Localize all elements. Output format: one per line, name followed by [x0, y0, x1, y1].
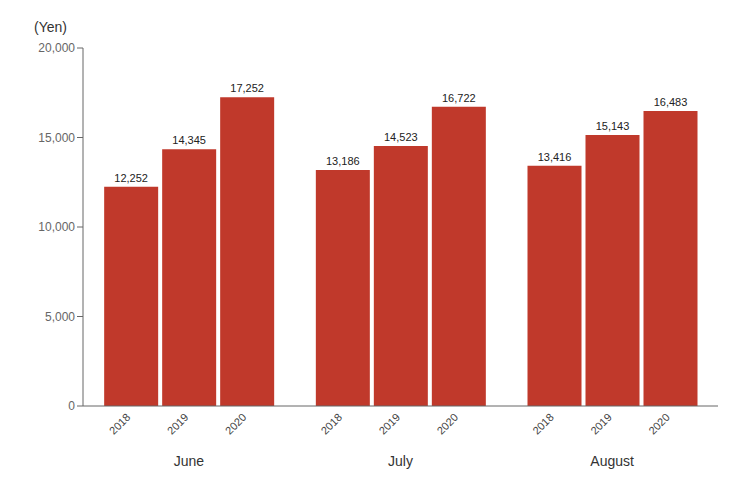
svg-text:15,000: 15,000 [38, 131, 75, 145]
svg-text:2018: 2018 [530, 411, 556, 437]
svg-text:12,252: 12,252 [114, 172, 148, 184]
svg-text:14,345: 14,345 [172, 134, 206, 146]
svg-text:5,000: 5,000 [45, 310, 75, 324]
svg-text:July: July [388, 453, 413, 469]
svg-text:16,483: 16,483 [654, 96, 688, 108]
svg-text:15,143: 15,143 [596, 120, 630, 132]
svg-text:2020: 2020 [646, 411, 672, 437]
svg-text:August: August [590, 453, 634, 469]
svg-text:14,523: 14,523 [384, 131, 418, 143]
svg-text:0: 0 [68, 399, 75, 413]
svg-text:16,722: 16,722 [442, 92, 476, 104]
svg-text:2019: 2019 [165, 411, 191, 437]
svg-text:2020: 2020 [223, 411, 249, 437]
svg-text:17,252: 17,252 [230, 82, 264, 94]
svg-text:2019: 2019 [588, 411, 614, 437]
svg-text:(Yen): (Yen) [34, 19, 67, 35]
svg-text:2018: 2018 [318, 411, 344, 437]
svg-text:10,000: 10,000 [38, 220, 75, 234]
svg-text:13,186: 13,186 [326, 155, 360, 167]
svg-text:20,000: 20,000 [38, 41, 75, 55]
svg-text:13,416: 13,416 [538, 151, 572, 163]
svg-text:June: June [174, 453, 205, 469]
svg-text:2019: 2019 [376, 411, 402, 437]
svg-text:2020: 2020 [434, 411, 460, 437]
svg-text:2018: 2018 [107, 411, 133, 437]
